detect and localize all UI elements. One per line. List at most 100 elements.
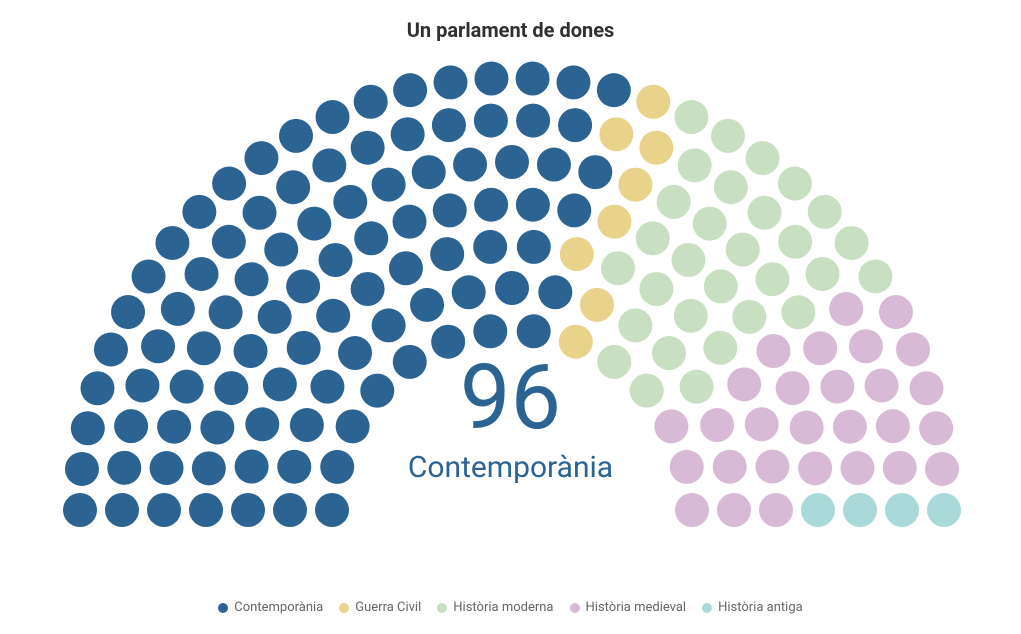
seat-moderna	[636, 221, 670, 255]
seat-contemporania	[558, 108, 592, 142]
seat-antiga	[885, 493, 919, 527]
seat-contemporania	[410, 288, 444, 322]
seat-moderna	[693, 207, 727, 241]
seat-contemporania	[391, 117, 425, 151]
seat-contemporania	[297, 207, 331, 241]
seat-contemporania	[147, 493, 181, 527]
legend-label: Història medieval	[586, 600, 687, 615]
seat-contemporania	[393, 73, 427, 107]
seat-contemporania	[495, 271, 529, 305]
seat-moderna	[835, 226, 869, 260]
legend-swatch-icon	[570, 603, 580, 613]
seat-medieval	[879, 295, 913, 329]
seat-contemporania	[452, 275, 486, 309]
seat-guerra_civil	[618, 168, 652, 202]
legend-item-moderna: Història moderna	[437, 600, 553, 615]
seat-contemporania	[105, 493, 139, 527]
seat-moderna	[711, 119, 745, 153]
legend: Contemporània Guerra Civil Història modern…	[0, 600, 1021, 617]
seat-guerra_civil	[599, 117, 633, 151]
seat-moderna	[746, 141, 780, 175]
legend-swatch-icon	[339, 603, 349, 613]
seat-contemporania	[495, 145, 529, 179]
seat-contemporania	[351, 272, 385, 306]
seat-contemporania	[537, 148, 571, 182]
seat-guerra_civil	[560, 237, 594, 271]
seat-contemporania	[372, 308, 406, 342]
seat-moderna	[671, 243, 705, 277]
legend-swatch-icon	[437, 603, 447, 613]
seat-contemporania	[63, 493, 97, 527]
seat-contemporania	[434, 65, 468, 99]
seat-moderna	[778, 225, 812, 259]
seat-contemporania	[319, 243, 353, 277]
seat-contemporania	[235, 262, 269, 296]
seat-moderna	[755, 262, 789, 296]
legend-item-medieval: Història medieval	[570, 600, 687, 615]
seat-moderna	[778, 167, 812, 201]
seat-contemporania	[155, 226, 189, 260]
seat-contemporania	[333, 185, 367, 219]
seat-moderna	[674, 100, 708, 134]
legend-swatch-icon	[218, 603, 228, 613]
seat-moderna	[781, 295, 815, 329]
seat-medieval	[717, 493, 751, 527]
seat-contemporania	[312, 148, 346, 182]
seat-guerra_civil	[597, 205, 631, 239]
legend-label: Contemporània	[234, 600, 323, 615]
seat-medieval	[675, 493, 709, 527]
seat-guerra_civil	[580, 288, 614, 322]
seat-antiga	[801, 493, 835, 527]
seat-contemporania	[258, 300, 292, 334]
seat-contemporania	[430, 237, 464, 271]
hemicycle-seats	[0, 0, 1021, 634]
seat-contemporania	[212, 225, 246, 259]
seat-contemporania	[231, 493, 265, 527]
seat-contemporania	[354, 85, 388, 119]
seat-moderna	[808, 195, 842, 229]
seat-contemporania	[517, 314, 551, 348]
seat-contemporania	[161, 292, 195, 326]
seat-contemporania	[453, 148, 487, 182]
seat-moderna	[704, 269, 738, 303]
seat-contemporania	[315, 493, 349, 527]
seat-moderna	[714, 170, 748, 204]
seat-contemporania	[351, 131, 385, 165]
seat-moderna	[678, 148, 712, 182]
seat-contemporania	[276, 170, 310, 204]
seat-contemporania	[516, 61, 550, 95]
legend-swatch-icon	[702, 603, 712, 613]
seat-contemporania	[279, 119, 313, 153]
seat-contemporania	[316, 100, 350, 134]
legend-item-contemporania: Contemporània	[218, 600, 323, 615]
seat-contemporania	[473, 230, 507, 264]
seat-contemporania	[243, 196, 277, 230]
seat-antiga	[843, 493, 877, 527]
seat-contemporania	[372, 168, 406, 202]
seat-contemporania	[556, 65, 590, 99]
seat-contemporania	[538, 275, 572, 309]
seat-moderna	[732, 300, 766, 334]
seat-guerra_civil	[636, 85, 670, 119]
seat-contemporania	[209, 295, 243, 329]
highlight-label: Contemporània	[0, 450, 1021, 485]
seat-moderna	[805, 257, 839, 291]
legend-item-antiga: Història antiga	[702, 600, 803, 615]
seat-moderna	[726, 233, 760, 267]
seat-contemporania	[516, 188, 550, 222]
seat-moderna	[657, 185, 691, 219]
seat-contemporania	[189, 493, 223, 527]
seat-contemporania	[557, 193, 591, 227]
seat-contemporania	[473, 314, 507, 348]
seat-contemporania	[212, 167, 246, 201]
legend-label: Guerra Civil	[355, 600, 421, 615]
legend-label: Història moderna	[453, 600, 553, 615]
legend-item-guerra_civil: Guerra Civil	[339, 600, 421, 615]
seat-medieval	[829, 292, 863, 326]
seat-contemporania	[393, 205, 427, 239]
seat-moderna	[747, 196, 781, 230]
seat-contemporania	[264, 233, 298, 267]
seat-moderna	[601, 251, 635, 285]
seat-contemporania	[516, 104, 550, 138]
seat-contemporania	[474, 188, 508, 222]
